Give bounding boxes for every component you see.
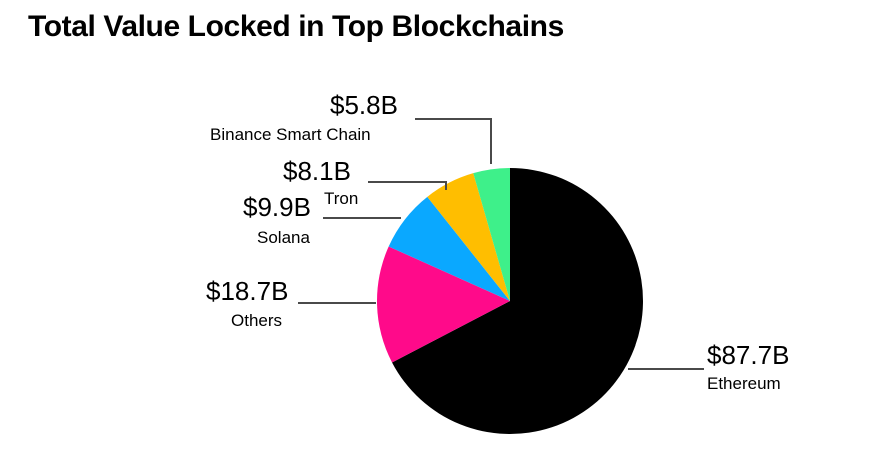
pie-slice-binance-smart-chain <box>473 168 510 301</box>
value-label-binance-smart-chain: $5.8B <box>330 90 398 120</box>
pie-slice-ethereum <box>392 168 643 434</box>
name-label-others: Others <box>231 311 282 330</box>
leader-line-tron <box>368 181 447 190</box>
name-label-solana: Solana <box>257 228 310 247</box>
leader-line-binance-smart-chain <box>415 118 492 164</box>
value-label-solana: $9.9B <box>243 192 311 222</box>
pie-slice-tron <box>427 173 510 301</box>
name-label-ethereum: Ethereum <box>707 374 781 393</box>
name-label-tron: Tron <box>324 189 358 208</box>
pie-slices <box>376 168 643 434</box>
value-label-others: $18.7B <box>206 276 288 306</box>
pie-slice-solana <box>388 196 510 301</box>
value-label-ethereum: $87.7B <box>707 340 789 370</box>
chart-title: Total Value Locked in Top Blockchains <box>28 10 564 43</box>
value-label-tron: $8.1B <box>283 156 351 186</box>
name-label-binance-smart-chain: Binance Smart Chain <box>210 125 371 144</box>
pie-slice-others <box>376 246 510 363</box>
